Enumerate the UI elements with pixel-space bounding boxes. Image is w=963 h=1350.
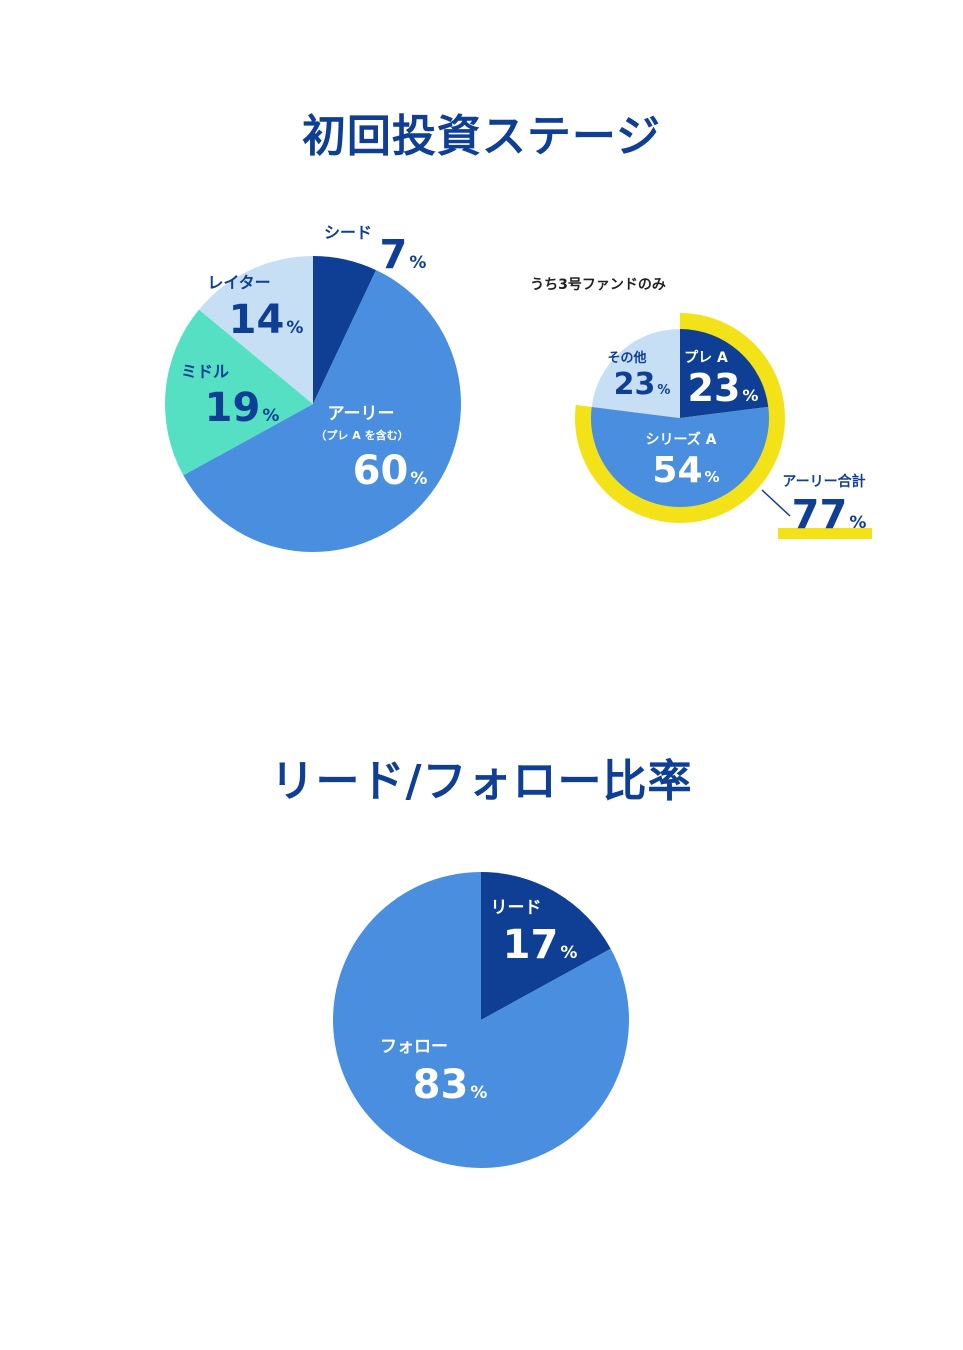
label-early: アーリー — [328, 404, 395, 424]
label-early-sub: （プレ A を含む） — [315, 428, 408, 442]
label-middle: ミドル — [181, 362, 229, 381]
label-lead: リード — [491, 898, 542, 918]
label-seed: シード — [324, 223, 372, 242]
pie2-slice-2 — [591, 329, 680, 418]
pie3-slice-1 — [332, 872, 630, 1169]
pie-initial-stage — [165, 256, 461, 552]
value-later: 14% — [229, 297, 304, 343]
early-total-underline — [778, 528, 872, 539]
pie1-slice-1 — [183, 270, 461, 552]
value-pre-a: 23% — [688, 366, 759, 410]
value-follow: 83% — [413, 1062, 488, 1108]
section-title-investment-stage: 初回投資ステージ — [301, 111, 662, 162]
pie2-slice-0 — [680, 329, 769, 418]
label-series-a: シリーズ A — [645, 431, 716, 448]
pie1-slice-0 — [313, 256, 377, 404]
label-later: レイター — [207, 273, 270, 292]
pie1-slice-2 — [165, 309, 313, 476]
value-lead: 17% — [503, 922, 578, 968]
value-other: 23% — [614, 367, 671, 402]
value-series-a: 54% — [652, 450, 719, 491]
value-early: 60% — [353, 448, 428, 494]
chart-labels: シード 7 % レイター 14 %ミドル 19% アーリー （プレ A を含む） 60 % うち3号フ… — [181, 223, 872, 1108]
label-pre-a: プレ A — [684, 350, 728, 366]
label-other: その他 — [607, 350, 646, 366]
fund3-caption: うち3号ファンドのみ — [530, 277, 666, 293]
value-early-total: 77% — [792, 492, 867, 538]
pie1-slice-3 — [198, 256, 313, 404]
value-seed: 7% — [380, 232, 427, 278]
pie-fund3 — [574, 313, 785, 523]
value-middle: 19% — [205, 385, 280, 431]
label-follow: フォロー — [380, 1037, 448, 1057]
early-total-leader-line — [761, 489, 791, 517]
section-title-lead-follow: リード/フォロー比率 — [270, 756, 693, 807]
pie3-slice-0 — [481, 872, 611, 1020]
pie-lead-follow — [332, 872, 630, 1169]
pie2-slice-1 — [591, 406, 769, 507]
label-early-total: アーリー合計 — [782, 473, 865, 490]
